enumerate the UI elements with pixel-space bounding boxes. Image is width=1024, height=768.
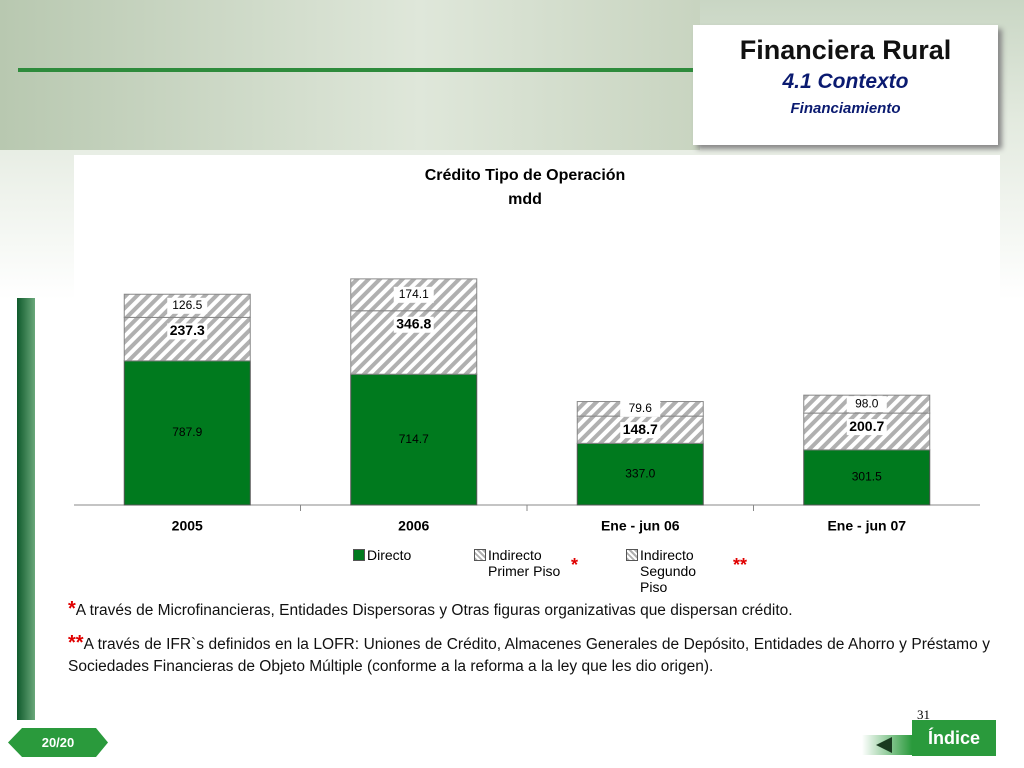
value-label: 714.7 — [399, 432, 429, 446]
footnote: **A través de IFR`s definidos en la LOFR… — [68, 632, 990, 678]
footnote: *A través de Microfinancieras, Entidades… — [68, 598, 990, 622]
label-background — [620, 400, 661, 417]
side-bar — [17, 298, 35, 720]
bar-segment — [803, 449, 931, 506]
chart-title: Crédito Tipo de Operación — [425, 167, 626, 184]
bar-segment — [350, 373, 478, 506]
legend-swatch — [353, 549, 365, 561]
x-tick-label: Ene - jun 07 — [827, 518, 906, 534]
value-label: 148.7 — [623, 421, 658, 437]
label-background — [846, 396, 887, 413]
back-button[interactable] — [862, 735, 912, 755]
x-tick-label: Ene - jun 06 — [601, 518, 680, 534]
footnote-text: A través de Microfinancieras, Entidades … — [75, 602, 793, 619]
label-background — [846, 419, 887, 436]
header-box: Financiera Rural 4.1 Contexto Financiami… — [693, 25, 998, 145]
value-label: 237.3 — [170, 322, 205, 338]
value-label: 346.8 — [396, 315, 431, 331]
value-label: 301.5 — [852, 470, 882, 484]
x-tick-label: 2006 — [398, 518, 429, 534]
x-tick-label: 2005 — [172, 518, 203, 534]
index-button[interactable]: Índice — [912, 720, 996, 756]
legend-label: Directo — [367, 547, 412, 563]
header-section: Financiamiento — [790, 100, 901, 117]
legend-label: Indirecto Segundo Piso — [640, 547, 697, 595]
legend-note: * — [571, 555, 579, 575]
label-background — [167, 323, 208, 340]
label-background — [167, 297, 208, 314]
header-subtitle: 4.1 Contexto — [782, 70, 909, 93]
value-label: 787.9 — [172, 425, 202, 439]
header-title: Financiera Rural — [739, 35, 952, 65]
footnote-marker: * — [68, 598, 76, 620]
legend-swatch — [626, 549, 638, 561]
chart-subtitle: mdd — [508, 191, 542, 208]
value-label: 200.7 — [849, 418, 884, 434]
value-label: 337.0 — [625, 466, 655, 480]
label-background — [393, 316, 434, 333]
footnote-marker: ** — [68, 632, 84, 654]
legend-label: Indirecto Primer Piso — [488, 547, 561, 579]
value-label: 174.1 — [399, 287, 429, 301]
page-number: 31 — [917, 707, 930, 722]
legend-swatch — [474, 549, 486, 561]
background-photo — [0, 0, 700, 150]
value-label: 79.6 — [629, 401, 653, 415]
bar-segment — [123, 360, 251, 506]
label-background — [393, 286, 434, 303]
legend-note: ** — [733, 555, 748, 575]
header-line — [18, 68, 986, 72]
label-background — [620, 422, 661, 439]
page-counter: 20/20 — [8, 728, 108, 757]
value-label: 98.0 — [855, 396, 879, 410]
value-label: 126.5 — [172, 298, 202, 312]
footnote-text: A través de IFR`s definidos en la LOFR: … — [68, 636, 990, 675]
